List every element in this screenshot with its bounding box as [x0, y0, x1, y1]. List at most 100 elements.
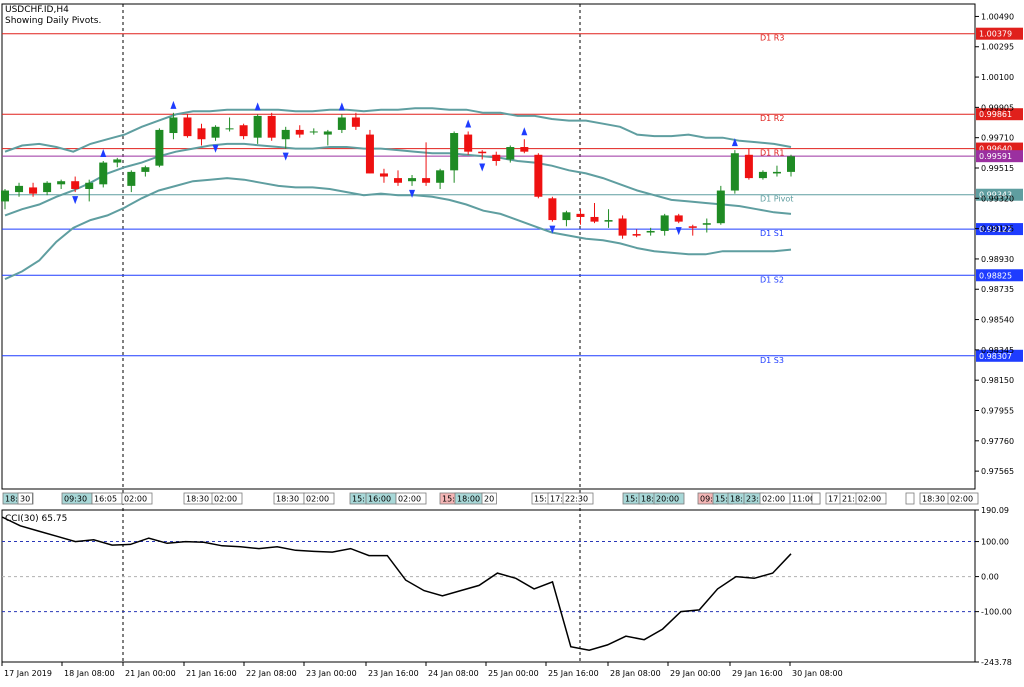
time-tag-box — [653, 492, 685, 505]
candle-body — [1, 190, 9, 202]
time-tag-label: 02:00 — [950, 495, 973, 504]
date-tick-label: 25 Jan 00:00 — [488, 669, 539, 678]
pivot-name: D1 S1 — [760, 229, 784, 238]
candle-body — [716, 190, 725, 224]
time-tag-label: 18: — [641, 495, 654, 504]
fractal-up-arrow — [465, 119, 472, 128]
pivot-price-label: 0.99122 — [979, 225, 1012, 234]
cci-tick-label: -100.00 — [981, 608, 1012, 617]
price-tick-label: 1.00295 — [981, 43, 1014, 52]
time-tag-label: 02:00 — [306, 495, 329, 504]
candle-body — [281, 129, 290, 140]
pivot-price-label: 0.99861 — [979, 110, 1012, 119]
time-tag-label: 17: — [550, 495, 563, 504]
fractal-up-arrow — [100, 149, 107, 158]
time-tag-label: 20:00 — [656, 495, 679, 504]
pivot-name: D1 Pivot — [760, 195, 793, 204]
fractal-down-arrow — [675, 227, 682, 236]
candle-body — [394, 178, 402, 183]
time-tag-label: 15: — [715, 495, 728, 504]
pivot-price-box — [976, 349, 1023, 362]
fractal-up-arrow — [731, 138, 738, 147]
time-tag-label: 09:30 — [64, 495, 87, 504]
fractal-down-arrow — [282, 152, 289, 161]
time-tag-label: 22:30 — [565, 495, 588, 504]
candle-body — [408, 178, 417, 182]
date-tick-label: 23 Jan 16:00 — [368, 669, 419, 678]
candle-body — [744, 154, 753, 179]
pivot-price-box — [976, 108, 1023, 121]
price-tick-label: 0.99125 — [981, 225, 1014, 234]
candle-body — [787, 156, 795, 172]
price-tick-label: 0.98345 — [981, 346, 1014, 355]
date-tick-label: 29 Jan 16:00 — [732, 669, 783, 678]
time-tag-label: 20 — [484, 495, 494, 504]
candle-body — [351, 117, 360, 127]
date-tick-label: 21 Jan 16:00 — [186, 669, 237, 678]
current-price-box — [976, 150, 1023, 163]
bollinger-lower-line — [4, 177, 792, 281]
price-tick-label: 0.99905 — [981, 103, 1014, 112]
candle-body — [253, 115, 262, 138]
time-tag-box — [947, 492, 979, 505]
candle-body — [99, 162, 108, 185]
candle-body — [155, 129, 164, 166]
date-tick-label: 17 Jan 2019 — [4, 669, 52, 678]
candle-body — [183, 117, 192, 137]
time-tag-label: 09: — [700, 495, 713, 504]
date-tick-label: 28 Jan 08:00 — [610, 669, 661, 678]
date-tick-label: 25 Jan 16:00 — [548, 669, 599, 678]
time-tag-box — [395, 492, 427, 505]
price-tick-label: 0.97760 — [981, 437, 1014, 446]
time-tag-label: 21: — [842, 495, 855, 504]
price-tick-label: 0.98150 — [981, 376, 1014, 385]
candle-body — [239, 125, 248, 137]
pivot-price-label: 0.98825 — [979, 271, 1012, 280]
candle-body — [464, 134, 473, 152]
candle-body — [450, 133, 459, 171]
candle-body — [422, 178, 431, 183]
candle-body — [492, 154, 501, 162]
time-tag-label: 15: — [352, 495, 365, 504]
candle-body — [590, 216, 599, 222]
candle-body — [365, 134, 374, 174]
time-tag-label: 23: — [746, 495, 759, 504]
pivot-name: D1 R3 — [760, 34, 784, 43]
pivot-price-box — [976, 223, 1023, 236]
time-tag-box — [855, 492, 887, 505]
price-tick-label: 0.98735 — [981, 285, 1014, 294]
date-tick-label: 29 Jan 00:00 — [670, 669, 721, 678]
candle-body — [604, 220, 613, 222]
candle-body — [113, 159, 122, 163]
time-tag-label: 18:30 — [922, 495, 945, 504]
candle-body — [758, 171, 767, 179]
symbol-title: USDCHF.ID,H4 — [5, 5, 69, 15]
price-tick-label: 0.99710 — [981, 134, 1014, 143]
fractal-down-arrow — [479, 163, 486, 172]
candle-body — [337, 117, 346, 130]
date-tick-label: 21 Jan 00:00 — [125, 669, 176, 678]
date-tick-label: 22 Jan 08:00 — [246, 669, 297, 678]
time-tag-label: 11:00 — [792, 495, 815, 504]
pivot-price-label: 0.99640 — [979, 145, 1012, 154]
pivot-price-label: 0.98307 — [979, 352, 1012, 361]
time-tag-label: 18:30 — [276, 495, 299, 504]
time-tag-box — [17, 492, 33, 505]
candle-body — [225, 128, 234, 130]
time-tag-label: 15: — [534, 495, 547, 504]
candle-body — [688, 226, 697, 228]
fractal-down-arrow — [72, 196, 79, 205]
time-tag-box — [811, 492, 821, 505]
candle-body — [267, 115, 276, 138]
candle-body — [506, 147, 515, 160]
price-tick-label: 0.99515 — [981, 164, 1014, 173]
candle-body — [57, 181, 66, 185]
candle-body — [436, 170, 445, 183]
price-tick-label: 1.00490 — [981, 12, 1014, 21]
date-tick-label: 30 Jan 08:00 — [792, 669, 843, 678]
time-tag-box — [481, 492, 497, 505]
candle-body — [730, 153, 739, 191]
price-tick-label: 0.97565 — [981, 467, 1014, 476]
